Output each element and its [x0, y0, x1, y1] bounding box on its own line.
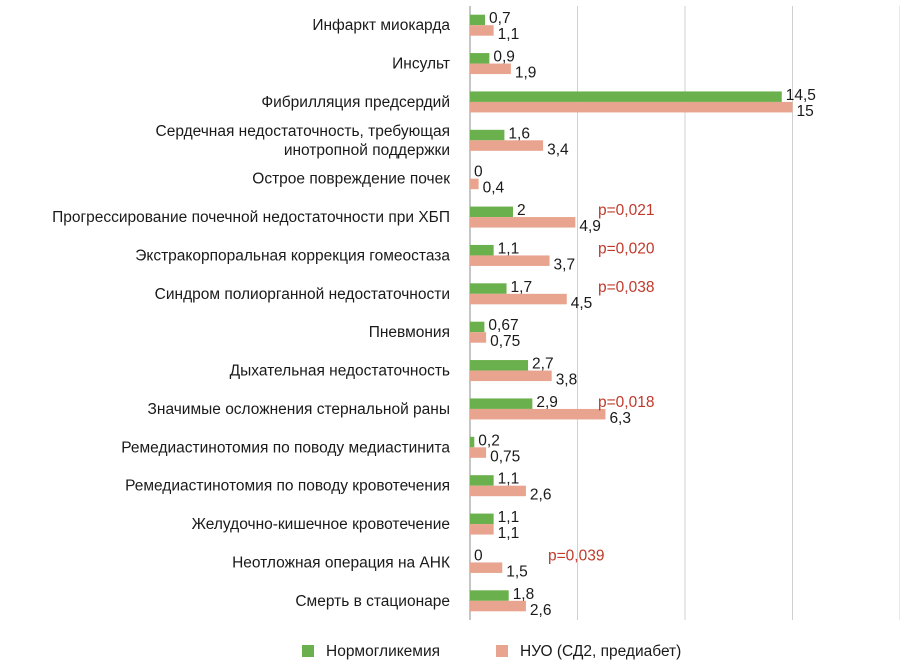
data-label: 1,6 — [508, 125, 530, 142]
legend-swatch-nuo — [496, 645, 508, 657]
bar-nuo — [470, 255, 550, 266]
bar-nuo — [470, 562, 503, 573]
bar-normoglycemia — [470, 129, 505, 141]
bar-nuo — [470, 63, 511, 75]
bar-nuo — [470, 408, 606, 420]
data-label: 2,6 — [530, 602, 552, 619]
bar-normoglycemia — [470, 321, 485, 333]
bar-normoglycemia — [470, 53, 490, 64]
p-value-annotation: p=0,038 — [598, 279, 654, 296]
category-label: Сердечная недостаточность, требующая — [156, 123, 451, 140]
data-label: 0,67 — [488, 317, 518, 334]
data-label: 2,7 — [532, 356, 554, 373]
data-label: 0,7 — [489, 10, 511, 27]
bar-nuo — [470, 25, 494, 36]
legend-swatch-normoglycemia — [302, 645, 314, 657]
data-label: 0,75 — [490, 333, 520, 350]
data-label: 3,8 — [556, 372, 578, 389]
data-label: 14,5 — [786, 87, 816, 104]
data-label: 1,5 — [506, 563, 528, 580]
bar-nuo — [470, 101, 793, 113]
bar-normoglycemia — [470, 513, 494, 525]
p-value-annotation: p=0,020 — [598, 240, 655, 257]
category-label: Дыхательная недостаточность — [230, 363, 450, 380]
bar-nuo — [470, 217, 576, 228]
data-label: 0,75 — [490, 448, 520, 465]
bar-nuo — [470, 447, 487, 458]
data-label: 1,1 — [498, 525, 520, 542]
data-label: 15 — [797, 103, 814, 120]
bar-normoglycemia — [470, 590, 509, 601]
data-label: 0,9 — [493, 49, 515, 66]
category-label: Ремедиастинотомия по поводу медиастинита — [121, 439, 450, 456]
bar-normoglycemia — [470, 283, 507, 294]
legend-label-normoglycemia: Нормогликемия — [326, 643, 440, 660]
bar-normoglycemia — [470, 398, 533, 409]
data-label: 1,9 — [515, 65, 537, 82]
category-label: Значимые осложнения стернальной раны — [148, 401, 450, 418]
data-label: 0,4 — [483, 180, 505, 197]
legend-label-nuo: НУО (СД2, предиабет) — [520, 643, 681, 660]
data-label: 1,8 — [513, 586, 535, 603]
category-label: Пневмония — [369, 324, 450, 341]
category-label: инотропной поддержки — [284, 142, 450, 159]
category-label: Острое повреждение почек — [252, 171, 450, 188]
bar-normoglycemia — [470, 475, 494, 486]
data-label: 2,6 — [530, 487, 552, 504]
bar-normoglycemia — [470, 91, 782, 102]
data-label: 0 — [474, 164, 483, 181]
data-label: 6,3 — [609, 410, 631, 427]
data-label: 2 — [517, 202, 526, 219]
bar-nuo — [470, 600, 526, 612]
category-label: Синдром полиорганной недостаточности — [155, 286, 450, 303]
data-label: 4,9 — [579, 218, 601, 235]
bar-nuo — [470, 293, 567, 305]
data-label: 1,7 — [511, 279, 533, 296]
data-label: 1,1 — [498, 471, 520, 488]
p-value-annotation: p=0,021 — [598, 202, 654, 219]
category-label: Инфаркт миокарда — [312, 17, 450, 34]
bar-normoglycemia — [470, 360, 529, 371]
data-label: 0,2 — [478, 432, 500, 449]
category-label: Неотложная операция на АНК — [232, 554, 450, 571]
bar-nuo — [470, 485, 526, 497]
bar-nuo — [470, 178, 479, 190]
category-label: Экстракорпоральная коррекция гомеостаза — [135, 247, 450, 264]
data-label: 1,1 — [498, 509, 520, 526]
bar-nuo — [470, 332, 487, 343]
category-label: Прогрессирование почечной недостаточност… — [52, 209, 450, 226]
p-value-annotation: p=0,039 — [548, 547, 604, 564]
bar-normoglycemia — [470, 244, 494, 256]
bar-nuo — [470, 140, 544, 151]
data-label: 0 — [474, 547, 483, 564]
category-label: Фибрилляция предсердий — [261, 94, 450, 111]
category-label: Желудочно-кишечное кровотечение — [192, 516, 450, 533]
category-label: Смерть в стационаре — [295, 593, 450, 610]
data-label: 2,9 — [536, 394, 558, 411]
data-label: 1,1 — [498, 240, 520, 257]
bar-normoglycemia — [470, 206, 513, 218]
bar-normoglycemia — [470, 14, 486, 26]
bar-nuo — [470, 370, 552, 382]
bar-normoglycemia — [470, 436, 475, 448]
bar-nuo — [470, 524, 494, 535]
data-label: 1,1 — [498, 26, 520, 43]
data-label: 3,4 — [547, 141, 569, 158]
p-value-annotation: p=0,018 — [598, 394, 654, 411]
data-label: 3,7 — [554, 256, 576, 273]
category-label: Ремедиастинотомия по поводу кровотечения — [125, 478, 450, 495]
category-label: Инсульт — [392, 56, 450, 73]
data-label: 4,5 — [571, 295, 593, 312]
